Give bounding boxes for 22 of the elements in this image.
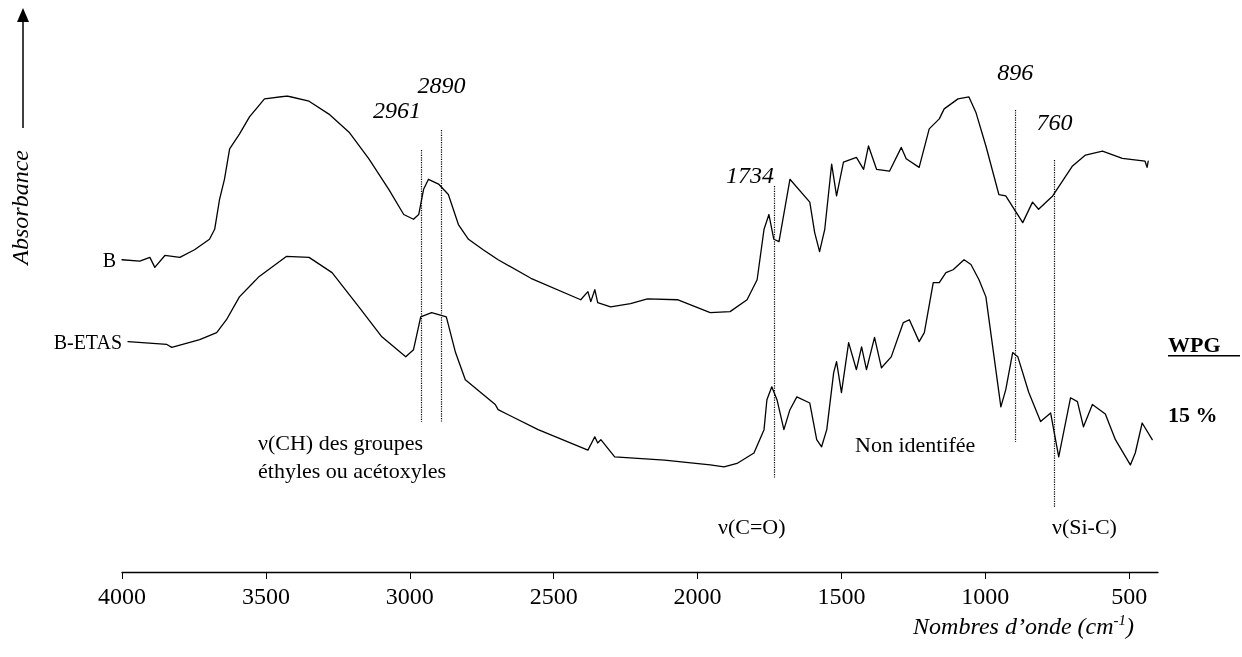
x-tick-label: 1500 <box>817 583 866 609</box>
ref-line-label: 2961 <box>373 97 421 123</box>
ref-line-label: 2890 <box>417 72 466 98</box>
x-tick-label: 1000 <box>961 583 1010 609</box>
ref-line-label: 760 <box>1036 109 1073 135</box>
x-tick-label: 2500 <box>529 583 578 609</box>
ref-line-label: 896 <box>997 59 1034 85</box>
x-tick-label: 500 <box>1111 583 1148 609</box>
y-axis-title: Absorbance <box>7 149 33 267</box>
x-tick-label: 3500 <box>241 583 290 609</box>
ref-line-label: 1734 <box>726 162 775 188</box>
x-tick-label: 3000 <box>385 583 434 609</box>
series-label: B <box>102 248 116 271</box>
annotation: ν(C=O) <box>718 513 786 539</box>
x-tick-label: 4000 <box>98 583 146 609</box>
text: WPG <box>1168 331 1221 357</box>
series-label: B-ETAS <box>53 330 123 353</box>
text: 15 % <box>1168 401 1218 427</box>
annotation: ν(Si-C) <box>1052 513 1117 539</box>
annotation: Non identifée <box>855 431 976 457</box>
annotation: ν(CH) des groupes éthyles ou acétoxyles <box>258 429 447 483</box>
x-tick-label: 2000 <box>673 583 722 609</box>
